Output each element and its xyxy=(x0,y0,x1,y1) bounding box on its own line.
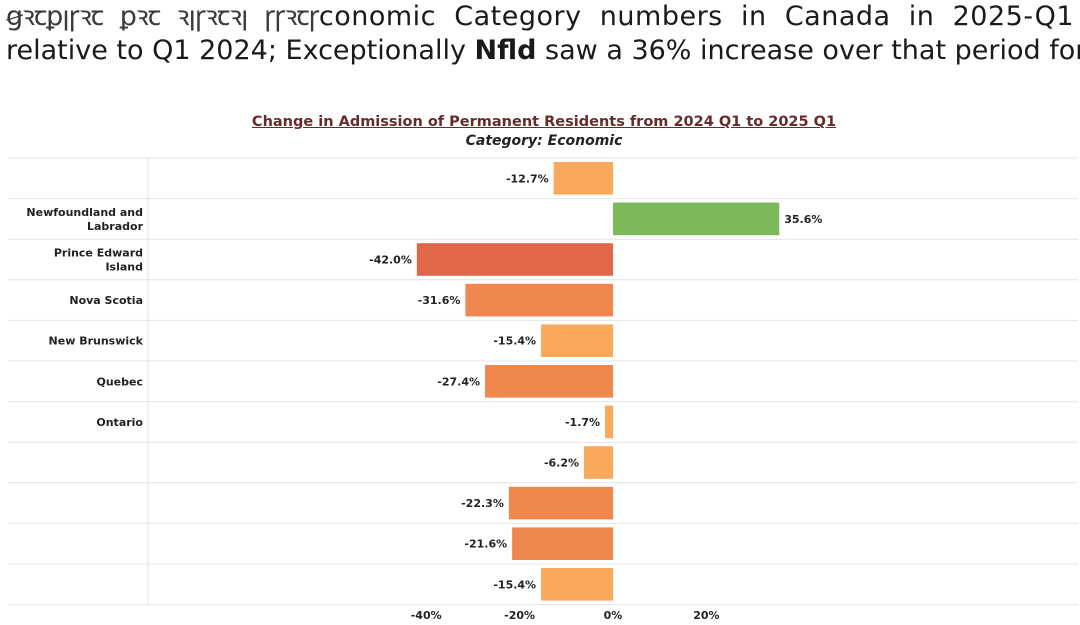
data-label: -22.3% xyxy=(461,497,504,510)
x-tick-label: -20% xyxy=(504,609,535,622)
bar xyxy=(541,324,613,357)
category-label-line: Nova Scotia xyxy=(69,294,143,307)
category-label: Quebec xyxy=(97,375,144,388)
bar xyxy=(485,365,613,398)
category-label: Ontario xyxy=(96,416,143,429)
category-label-line: New Brunswick xyxy=(49,335,144,348)
category-label-line: Newfoundland and xyxy=(26,206,143,219)
category-label: Newfoundland and Labrador xyxy=(26,206,143,233)
x-tick-label: 20% xyxy=(693,609,719,622)
category-label-line: Ontario xyxy=(96,416,143,429)
data-label: -15.4% xyxy=(493,335,536,348)
bar xyxy=(553,162,613,195)
data-label: -21.6% xyxy=(464,538,507,551)
chart-title: Change in Admission of Permanent Residen… xyxy=(251,114,837,130)
chart-subtitle: Category: Economic xyxy=(465,133,623,149)
x-tick-label: 0% xyxy=(604,609,623,622)
bar xyxy=(465,283,613,317)
data-label: -1.7% xyxy=(565,416,600,429)
category-label: Nova Scotia xyxy=(69,294,143,307)
data-label: -42.0% xyxy=(369,254,412,267)
x-tick-label: -40% xyxy=(411,609,442,622)
category-label-line: Island xyxy=(105,261,143,274)
bar xyxy=(508,486,613,520)
bar xyxy=(541,568,613,601)
bar xyxy=(605,405,613,439)
data-label: 35.6% xyxy=(784,213,822,226)
bar xyxy=(613,202,780,236)
category-label: Prince Edward Island xyxy=(54,247,143,274)
data-label: -15.4% xyxy=(493,578,536,591)
headline-line-2-end: saw a 36% increase over that period for xyxy=(536,35,1080,66)
headline-line-1: ꞡꝛꞇꝑꞁꞅꝛꞇ ꝑꝛꞇ ꝛꞁꞅꝛꞇꝛꞁ ꞅꞅꝛꞇꞅconomic Catego… xyxy=(6,0,1074,34)
headline-bold-nfld: Nfld xyxy=(474,35,537,66)
data-label: -31.6% xyxy=(418,294,461,307)
category-label-line: Prince Edward xyxy=(54,247,143,260)
data-label: -27.4% xyxy=(437,375,480,388)
category-label-line: Labrador xyxy=(87,220,144,233)
headline-line-2: relative to Q1 2024; Exceptionally Nfld … xyxy=(6,34,1080,68)
data-label: -6.2% xyxy=(544,457,579,470)
category-label-line: Quebec xyxy=(97,375,144,388)
bar xyxy=(584,446,613,479)
bar xyxy=(416,243,613,276)
bar xyxy=(512,527,613,560)
headline-line-2-start: relative to Q1 2024; Exceptionally xyxy=(6,35,475,66)
headline-line-1-text: conomic Category numbers in Canada in 20… xyxy=(318,1,1074,32)
headline-garbled-prefix: ꞡꝛꞇꝑꞁꞅꝛꞇ ꝑꝛꞇ ꝛꞁꞅꝛꞇꝛꞁ ꞅꞅꝛꞇꞅ xyxy=(6,1,320,32)
category-label: New Brunswick xyxy=(49,335,144,348)
data-label: -12.7% xyxy=(506,172,549,185)
headline: ꞡꝛꞇꝑꞁꞅꝛꞇ ꝑꝛꞇ ꝛꞁꞅꝛꞇꝛꞁ ꞅꞅꝛꞇꞅconomic Catego… xyxy=(6,0,1080,68)
